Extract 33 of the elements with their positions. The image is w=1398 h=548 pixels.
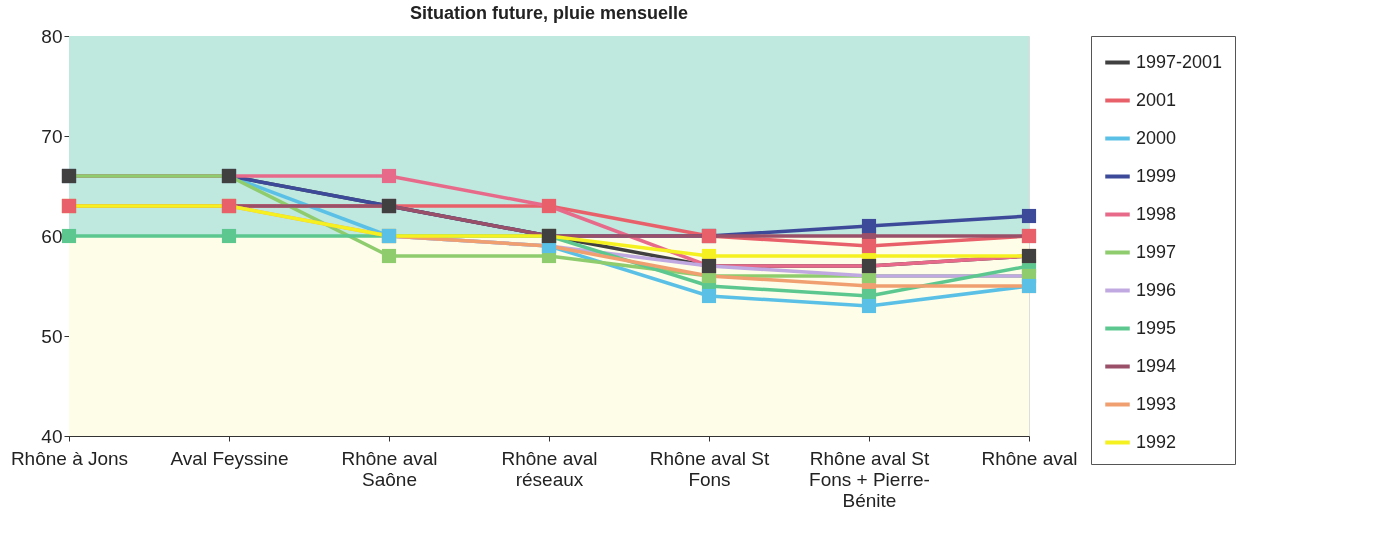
point xyxy=(861,218,877,234)
legend-label: 1996 xyxy=(1136,279,1177,300)
legend-label: 1995 xyxy=(1136,317,1177,338)
legend-label: 1993 xyxy=(1136,393,1177,414)
legend-label: 1998 xyxy=(1136,203,1177,224)
point xyxy=(381,248,397,264)
y-tick-label: 80 xyxy=(41,25,63,47)
legend-label: 1997 xyxy=(1136,241,1177,262)
x-tick-label: Rhône aval St Fons + Pierre-Bénite xyxy=(809,447,930,511)
x-tick-label: Rhône aval St Fons xyxy=(649,447,770,490)
point xyxy=(861,238,877,254)
point xyxy=(381,168,397,184)
x-tick-label: Rhône à Jons xyxy=(10,447,129,469)
y-tick-label: 40 xyxy=(41,425,63,447)
y-tick-label: 70 xyxy=(41,125,63,147)
x-tick-label: Rhône aval réseaux xyxy=(501,447,598,490)
x-tick-label: Rhône aval xyxy=(981,447,1078,469)
y-tick-label: 60 xyxy=(41,225,63,247)
point xyxy=(701,288,717,304)
legend-label: 1994 xyxy=(1136,355,1177,376)
point xyxy=(1021,208,1037,224)
legend-label: 1999 xyxy=(1136,165,1177,186)
point xyxy=(221,228,237,244)
chart-title: Situation future, pluie mensuelle xyxy=(409,3,689,23)
x-tick-label: Aval Feyssine xyxy=(170,447,289,469)
legend-label: 1992 xyxy=(1136,431,1177,452)
y-tick-label: 50 xyxy=(41,325,63,347)
point xyxy=(61,228,77,244)
legend-label: 2000 xyxy=(1136,127,1177,148)
x-tick-label: Rhône aval Saône xyxy=(341,447,438,490)
point xyxy=(861,298,877,314)
legend-label: 1997-2001 xyxy=(1136,51,1223,72)
legend-label: 2001 xyxy=(1136,89,1177,110)
